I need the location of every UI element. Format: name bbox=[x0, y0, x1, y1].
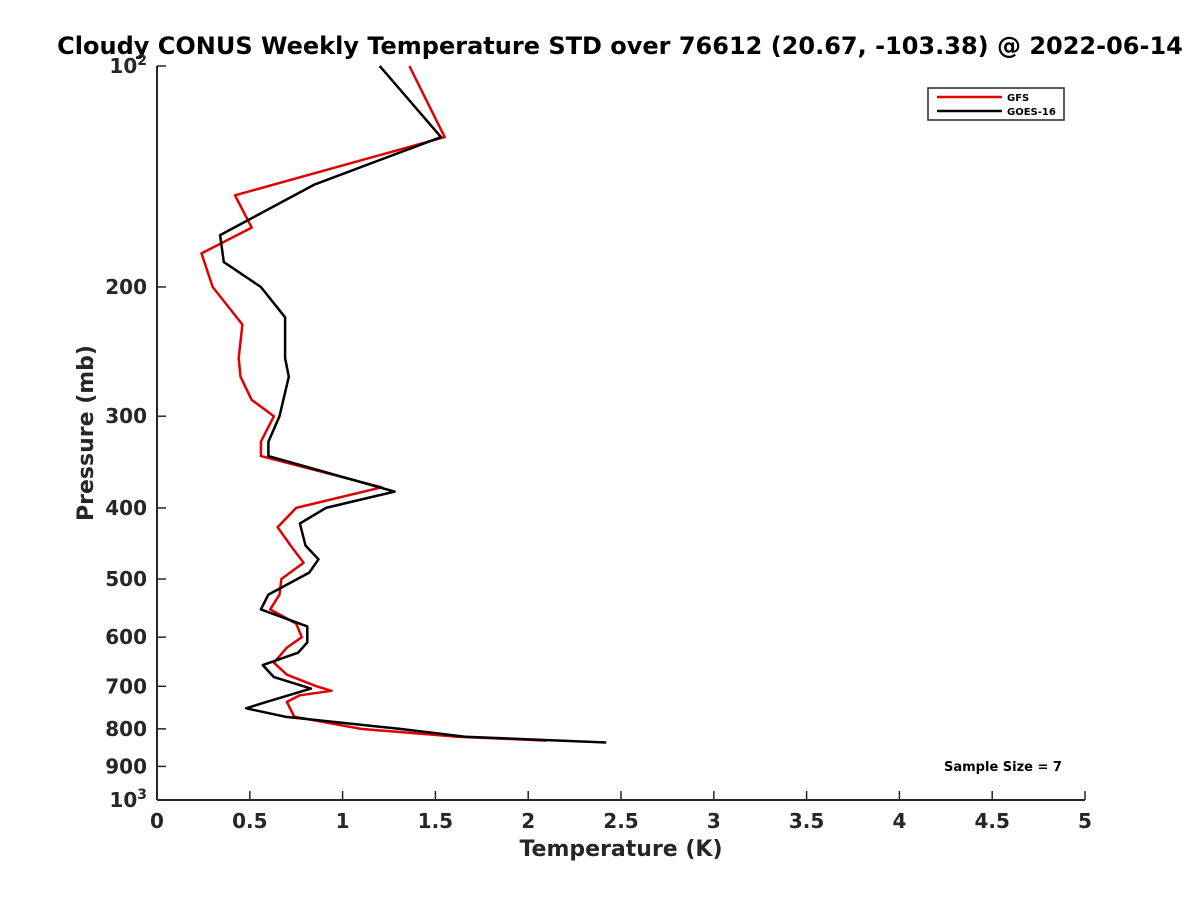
series-line-goes16 bbox=[218, 65, 607, 744]
x-tick-label: 0.5 bbox=[232, 809, 267, 833]
legend: GFS GOES-16 bbox=[927, 87, 1065, 121]
y-tick-label: 102 bbox=[109, 53, 147, 78]
y-tick-label: 300 bbox=[105, 404, 147, 428]
x-tick-label: 5 bbox=[1078, 809, 1092, 833]
series-line-gfs bbox=[200, 65, 547, 742]
legend-label-gfs: GFS bbox=[1007, 93, 1029, 104]
x-tick-label: 2 bbox=[521, 809, 535, 833]
y-tick-label: 900 bbox=[105, 754, 147, 778]
x-tick-label: 4.5 bbox=[974, 809, 1009, 833]
y-axis-label: Pressure (mb) bbox=[74, 345, 99, 521]
y-tick-label: 500 bbox=[105, 567, 147, 591]
y-tick-label: 700 bbox=[105, 674, 147, 698]
y-axis-ticks: 102 200 300 400 500 600 700 800 900 103 bbox=[105, 53, 166, 812]
series-layer bbox=[200, 65, 607, 744]
y-tick-label: 800 bbox=[105, 717, 147, 741]
x-tick-label: 4 bbox=[892, 809, 906, 833]
plot-area bbox=[156, 66, 1085, 801]
y-tick-label: 200 bbox=[105, 275, 147, 299]
x-tick-label: 2.5 bbox=[603, 809, 638, 833]
x-tick-label: 3.5 bbox=[789, 809, 824, 833]
x-tick-label: 1 bbox=[336, 809, 350, 833]
y-tick-label: 103 bbox=[109, 787, 147, 812]
chart-title: Cloudy CONUS Weekly Temperature STD over… bbox=[57, 32, 1183, 60]
legend-box bbox=[927, 87, 1065, 121]
x-tick-label: 3 bbox=[707, 809, 721, 833]
sample-size-annotation: Sample Size = 7 bbox=[944, 760, 1062, 775]
x-tick-label: 1.5 bbox=[418, 809, 453, 833]
y-tick-label: 600 bbox=[105, 625, 147, 649]
x-axis-label: Temperature (K) bbox=[519, 837, 722, 862]
legend-label-goes16: GOES-16 bbox=[1007, 107, 1056, 118]
x-tick-label: 0 bbox=[150, 809, 164, 833]
y-tick-label: 400 bbox=[105, 496, 147, 520]
x-axis-ticks: 0 0.5 1 1.5 2 2.5 3 3.5 4 4.5 5 bbox=[150, 791, 1092, 833]
